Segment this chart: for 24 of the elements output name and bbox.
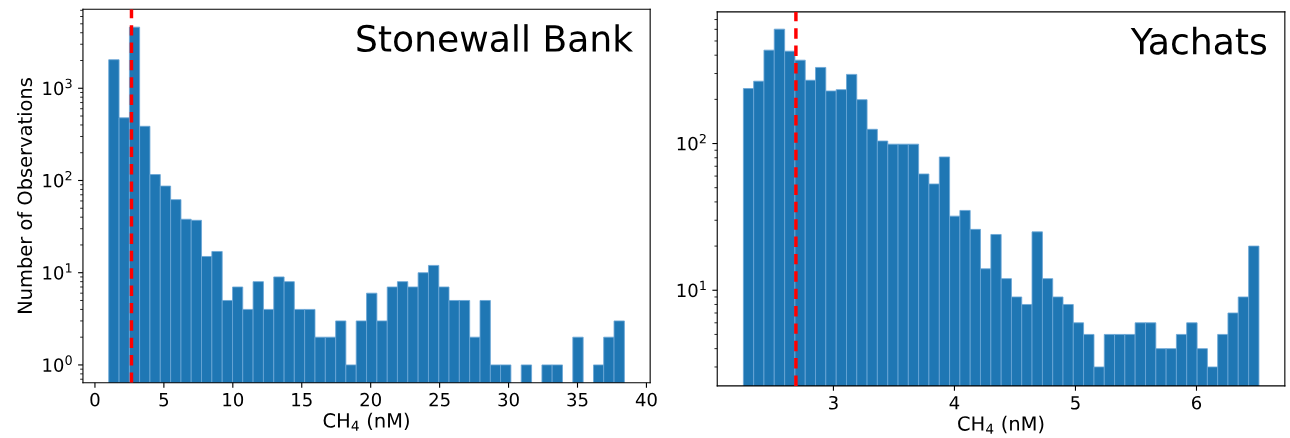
x-tick-label: 5 xyxy=(1071,396,1080,410)
x-tick-label: 20 xyxy=(360,392,381,407)
y-tick-label: 10$^{0}$ xyxy=(43,355,72,372)
x-tick-label: 6 xyxy=(1192,395,1202,410)
x-tick-label: 5 xyxy=(159,393,169,407)
y-axis-title: Number of Observations xyxy=(17,78,33,313)
x-tick-label: 0 xyxy=(90,392,100,407)
x-tick-label: 15 xyxy=(292,393,312,407)
x-tick-label: 3 xyxy=(829,395,838,410)
y-tick-label: 10$^{3}$ xyxy=(43,78,72,96)
y-tick-label: 10$^{2}$ xyxy=(43,170,72,188)
chart-title: Stonewall Bank xyxy=(357,24,634,53)
y-tick-label: 10$^{2}$ xyxy=(677,133,706,151)
x-axis-title: CH$_{4}$ (nM) xyxy=(323,412,409,431)
x-tick-label: 40 xyxy=(635,392,657,407)
x-tick-label: 30 xyxy=(498,392,519,407)
x-tick-label: 4 xyxy=(949,396,960,410)
x-axis-title: CH$_{4}$ (nM) xyxy=(958,415,1044,434)
x-tick-label: 35 xyxy=(567,392,588,407)
chart-title: Yachats xyxy=(1130,26,1267,55)
x-tick-label: 10 xyxy=(223,392,244,407)
x-tick-label: 25 xyxy=(429,392,450,407)
y-tick-label: 10$^{1}$ xyxy=(43,263,72,280)
y-tick-label: 10$^{1}$ xyxy=(677,280,706,298)
